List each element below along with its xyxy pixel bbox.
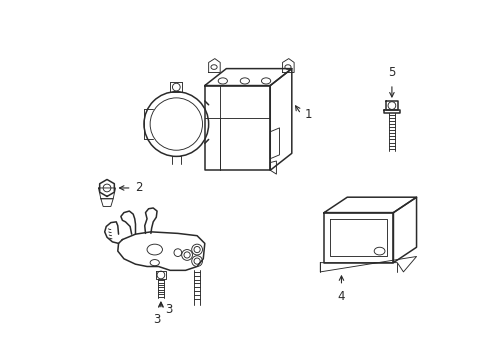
Text: 1: 1 — [305, 108, 312, 121]
Text: 5: 5 — [387, 66, 395, 80]
Text: 3: 3 — [164, 303, 172, 316]
Text: 3: 3 — [153, 314, 161, 327]
Text: 4: 4 — [337, 291, 345, 303]
Text: 2: 2 — [135, 181, 142, 194]
